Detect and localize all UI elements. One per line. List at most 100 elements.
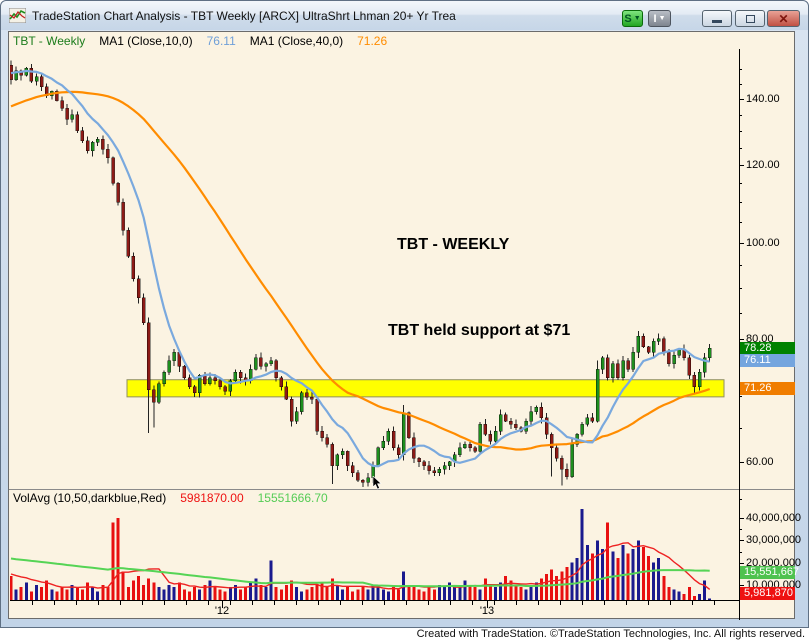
volume-badge: 5,981,870	[740, 587, 795, 601]
down-candle	[427, 465, 431, 471]
s-dropdown-button[interactable]: S ▼	[622, 10, 643, 27]
title-bar[interactable]: TradeStation Chart Analysis - TBT Weekly…	[1, 1, 808, 30]
down-candle	[106, 149, 110, 159]
volume-bar-up	[494, 587, 497, 600]
volume-bar-down	[555, 576, 559, 600]
volume-bar-down	[137, 576, 140, 600]
price-axis-tick	[739, 222, 742, 224]
volume-bar-down	[310, 587, 314, 600]
volume-axis-tick	[739, 562, 744, 564]
volume-bar-down	[687, 587, 691, 600]
volume-bar-down	[667, 587, 671, 600]
volume-bar-down	[626, 553, 630, 600]
volume-bar-down	[193, 587, 197, 600]
volume-bar-down	[422, 591, 426, 600]
down-candle	[396, 447, 401, 456]
price-axis-tick	[739, 165, 744, 166]
down-candle	[101, 138, 105, 150]
down-candle	[192, 386, 197, 394]
time-axis-tick	[692, 601, 693, 605]
price-badge: 71.26	[740, 381, 795, 395]
down-candle	[606, 357, 610, 379]
volume-bar-up	[70, 584, 74, 600]
down-candle	[218, 380, 222, 388]
volume-bar-down	[392, 587, 395, 600]
volume-plot[interactable]	[10, 505, 739, 600]
down-candle	[544, 417, 549, 435]
price-axis-tick	[739, 243, 744, 245]
down-candle	[667, 352, 671, 364]
volume-bar-down	[473, 587, 477, 600]
down-candle	[432, 470, 436, 474]
volume-bar-up	[652, 562, 656, 600]
time-axis-tick	[274, 601, 275, 605]
time-axis-tick	[230, 601, 231, 605]
volume-bar-up	[381, 589, 385, 600]
volume-bar-down	[351, 591, 355, 600]
volume-bar-down	[315, 584, 319, 600]
volume-bar-down	[131, 580, 135, 600]
up-candle	[697, 371, 702, 388]
volume-bar-down	[203, 584, 207, 600]
up-candle	[677, 349, 681, 356]
volume-bar-up	[50, 589, 54, 600]
down-candle	[539, 406, 544, 419]
down-candle	[80, 130, 85, 141]
down-candle	[259, 357, 263, 367]
down-candle	[315, 398, 319, 432]
volume-bar-down	[641, 547, 645, 600]
time-axis-tick	[164, 601, 165, 605]
ma2-label: MA1 (Close,40,0)	[249, 34, 344, 48]
volume-bar-up	[463, 580, 467, 600]
volume-bar-down	[397, 589, 401, 600]
up-candle	[498, 414, 503, 432]
i-dropdown-button[interactable]: I ▼	[648, 10, 671, 27]
volume-bar-down	[514, 584, 518, 600]
down-candle	[391, 430, 396, 449]
volavg-value1: 5981870.00	[180, 491, 244, 505]
down-candle	[351, 465, 355, 474]
chart-client-area[interactable]: TBT - Weekly MA1 (Close,10,0) 76.11 MA1 …	[8, 31, 801, 620]
down-candle	[310, 396, 314, 400]
volume-bar-up	[167, 584, 171, 600]
volume-bar-down	[86, 582, 89, 600]
volume-bar-up	[249, 582, 253, 600]
up-candle	[340, 451, 345, 456]
volume-bar-down	[519, 587, 523, 600]
down-candle	[146, 322, 151, 391]
window-title: TradeStation Chart Analysis - TBT Weekly…	[32, 8, 456, 23]
down-candle	[504, 414, 508, 422]
down-candle	[560, 458, 564, 470]
volume-bar-down	[279, 589, 283, 600]
down-candle	[514, 424, 518, 428]
minimize-button[interactable]	[702, 10, 732, 27]
up-candle	[172, 352, 176, 361]
mouse-cursor-icon	[372, 475, 382, 495]
price-axis-tick	[739, 312, 742, 314]
price-axis-tick	[739, 99, 744, 100]
down-candle	[692, 374, 697, 388]
up-candle	[651, 341, 656, 353]
volume-bar-down	[330, 578, 334, 600]
down-candle	[75, 114, 80, 131]
up-candle	[585, 417, 589, 425]
close-button[interactable]: ✕	[767, 10, 800, 27]
up-candle	[534, 406, 538, 412]
volume-bar-down	[116, 517, 120, 600]
price-axis-tick	[739, 499, 742, 501]
down-candle	[29, 67, 34, 82]
up-candle	[14, 70, 18, 80]
volume-bar-up	[621, 544, 625, 600]
down-candle	[616, 363, 620, 379]
annotation-tbt-weekly: TBT - WEEKLY	[397, 236, 510, 253]
restore-button[interactable]	[735, 10, 765, 27]
down-candle	[289, 398, 294, 422]
ma2-value: 71.26	[357, 34, 388, 48]
volume-bar-up	[198, 589, 202, 600]
volume-bar-down	[560, 571, 564, 600]
volume-bar-down	[616, 558, 620, 600]
volavg10-line	[10, 542, 711, 590]
time-axis-tick	[98, 601, 99, 605]
price-plot[interactable]	[10, 49, 739, 489]
panel-splitter[interactable]	[9, 489, 794, 490]
